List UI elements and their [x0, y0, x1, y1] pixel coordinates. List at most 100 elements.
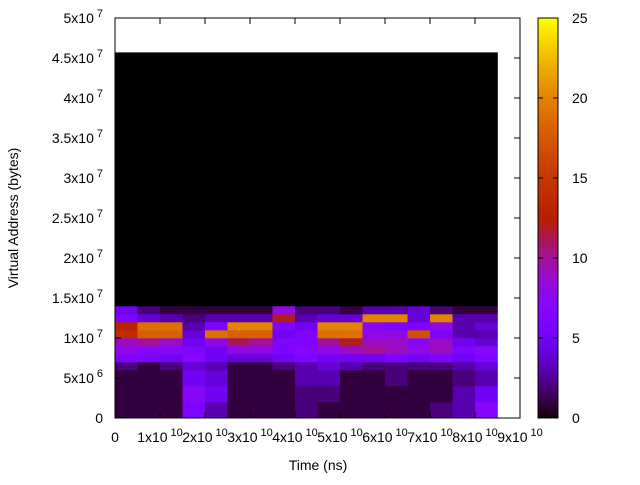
- colorbar-step: [538, 384, 558, 387]
- colorbar-step: [538, 48, 558, 51]
- heatmap-cell: [182, 386, 206, 403]
- colorbar-step: [538, 110, 558, 113]
- x-tick-label: 6x10 10: [362, 427, 408, 445]
- colorbar-step: [538, 238, 558, 241]
- heatmap-cell: [362, 354, 386, 363]
- heatmap-cell: [205, 306, 228, 315]
- colorbar-step: [538, 132, 558, 135]
- heatmap-cell: [115, 306, 138, 315]
- heatmap-cell: [362, 402, 386, 419]
- colorbar-step: [538, 222, 558, 225]
- heatmap-cell: [250, 346, 273, 355]
- heatmap-cell: [430, 362, 453, 371]
- colorbar-step: [538, 34, 558, 37]
- heatmap-cell: [250, 338, 273, 347]
- colorbar-step: [538, 204, 558, 207]
- colorbar-step: [538, 332, 558, 335]
- heatmap-cell: [340, 314, 363, 323]
- x-tick-label: 8x10 10: [452, 427, 498, 445]
- colorbar-step: [538, 164, 558, 167]
- colorbar-step: [538, 188, 558, 191]
- heatmap-cell: [430, 346, 453, 355]
- x-tick-label-exponent: 10: [216, 427, 228, 439]
- heatmap-cell: [317, 402, 341, 419]
- x-tick-label-exponent: 10: [441, 427, 453, 439]
- y-tick-label: 1x10 7: [64, 328, 103, 346]
- colorbar-step: [538, 186, 558, 189]
- colorbar-step: [538, 320, 558, 323]
- heatmap-cell: [430, 338, 453, 347]
- heatmap-cell: [430, 330, 453, 339]
- colorbar-step: [538, 118, 558, 121]
- heatmap-cell: [475, 306, 498, 315]
- heatmap-cell: [115, 314, 138, 323]
- colorbar-step: [538, 176, 558, 179]
- colorbar-step: [538, 152, 558, 155]
- heatmap-cell: [205, 402, 228, 419]
- heatmap-cell: [475, 362, 498, 371]
- heatmap-cell: [272, 338, 296, 347]
- colorbar-step: [538, 140, 558, 143]
- colorbar-step: [538, 216, 558, 219]
- heatmap-cell: [452, 346, 476, 355]
- colorbar-step: [538, 28, 558, 31]
- colorbar-step: [538, 76, 558, 79]
- heatmap-cell: [340, 362, 363, 371]
- colorbar-step: [538, 346, 558, 349]
- heatmap-cell: [385, 306, 408, 315]
- x-tick-label-base: 3x10: [227, 429, 258, 445]
- y-tick-label: 2.5x10 7: [52, 208, 103, 226]
- colorbar-step: [538, 94, 558, 97]
- colorbar-step: [538, 224, 558, 227]
- x-tick-label-base: 9x10: [497, 429, 528, 445]
- colorbar-step: [538, 206, 558, 209]
- colorbar-step: [538, 84, 558, 87]
- colorbar-step: [538, 370, 558, 373]
- y-tick-label-base: 1.5x10: [52, 290, 94, 306]
- colorbar-step: [538, 30, 558, 33]
- colorbar-step: [538, 264, 558, 267]
- heatmap-cell: [340, 338, 363, 347]
- colorbar-step: [538, 396, 558, 399]
- colorbar-step: [538, 260, 558, 263]
- colorbar-step: [538, 108, 558, 111]
- colorbar-step: [538, 412, 558, 415]
- heatmap-cell: [430, 306, 453, 315]
- heatmap-cell: [115, 362, 138, 371]
- colorbar-step: [538, 194, 558, 197]
- colorbar-step: [538, 210, 558, 213]
- colorbar-step: [538, 70, 558, 73]
- colorbar-step: [538, 142, 558, 145]
- heatmap-cell: [430, 354, 453, 363]
- y-tick-label-exponent: 7: [97, 328, 103, 340]
- x-tick-label-base: 1x10: [137, 429, 168, 445]
- heatmap-cell: [115, 386, 138, 403]
- heatmap-cell: [430, 386, 453, 403]
- heatmap-cell: [430, 52, 453, 307]
- colorbar-step: [538, 124, 558, 127]
- heatmap-cell: [475, 354, 498, 363]
- heatmap-cell: [272, 402, 296, 419]
- colorbar-step: [538, 308, 558, 311]
- y-tick-label: 2x10 7: [64, 248, 103, 266]
- colorbar-step: [538, 244, 558, 247]
- heatmap-cell: [452, 338, 476, 347]
- colorbar-step: [538, 348, 558, 351]
- colorbar-step: [538, 92, 558, 95]
- colorbar-step: [538, 298, 558, 301]
- heatmap-cell: [272, 354, 296, 363]
- heatmap-cell: [227, 322, 251, 331]
- heatmap-cell: [317, 370, 341, 387]
- heatmap-cell: [407, 370, 431, 387]
- heatmap-cell: [182, 370, 206, 387]
- colorbar-step: [538, 300, 558, 303]
- x-tick-label-base: 5x10: [317, 429, 348, 445]
- heatmap-cell: [137, 330, 161, 339]
- colorbar-step: [538, 356, 558, 359]
- x-tick-label-exponent: 10: [171, 427, 183, 439]
- colorbar-step: [538, 252, 558, 255]
- y-tick-label-base: 5x10: [64, 10, 95, 26]
- colorbar-step: [538, 122, 558, 125]
- colorbar-step: [538, 292, 558, 295]
- y-tick-label: 5x10 7: [64, 8, 103, 26]
